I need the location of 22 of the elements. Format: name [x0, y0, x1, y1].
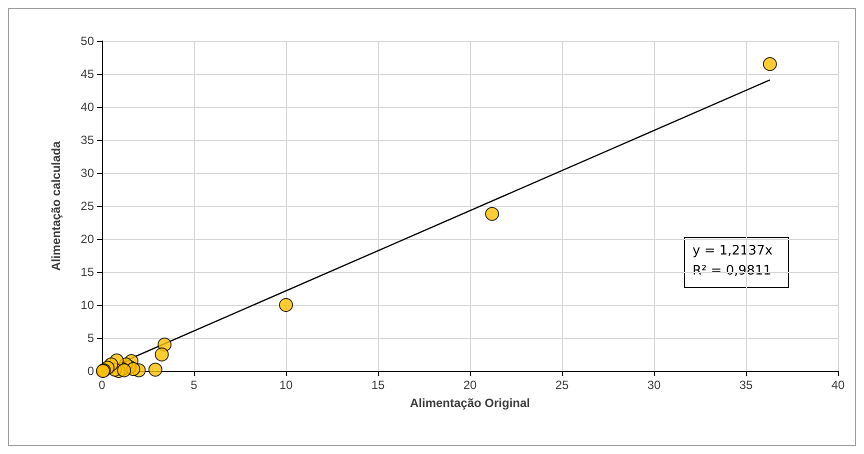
y-tick-label: 50 — [80, 34, 94, 48]
x-tick-label: 0 — [98, 378, 106, 392]
x-axis-title: Alimentação Original — [410, 396, 530, 410]
y-tick-label: 15 — [80, 265, 94, 279]
x-tick-label: 20 — [463, 378, 477, 392]
y-tick-label: 0 — [87, 364, 94, 378]
y-axis-title: Alimentação calculada — [49, 140, 63, 271]
y-tick-label: 30 — [80, 166, 94, 180]
x-tick-label: 35 — [739, 378, 753, 392]
x-tick-label: 15 — [371, 378, 385, 392]
y-tick-label: 5 — [87, 331, 94, 345]
y-tick-label: 20 — [80, 232, 94, 246]
y-tick-label: 25 — [80, 199, 94, 213]
x-tick-label: 25 — [555, 378, 569, 392]
y-tick-label: 10 — [80, 298, 94, 312]
y-tick-label: 35 — [80, 133, 94, 147]
x-tick-label: 10 — [279, 378, 293, 392]
y-tick-label: 45 — [80, 67, 94, 81]
y-tick-label: 40 — [80, 100, 94, 114]
x-tick-label: 30 — [647, 378, 661, 392]
x-tick-label: 40 — [831, 378, 845, 392]
x-tick-label: 5 — [190, 378, 198, 392]
